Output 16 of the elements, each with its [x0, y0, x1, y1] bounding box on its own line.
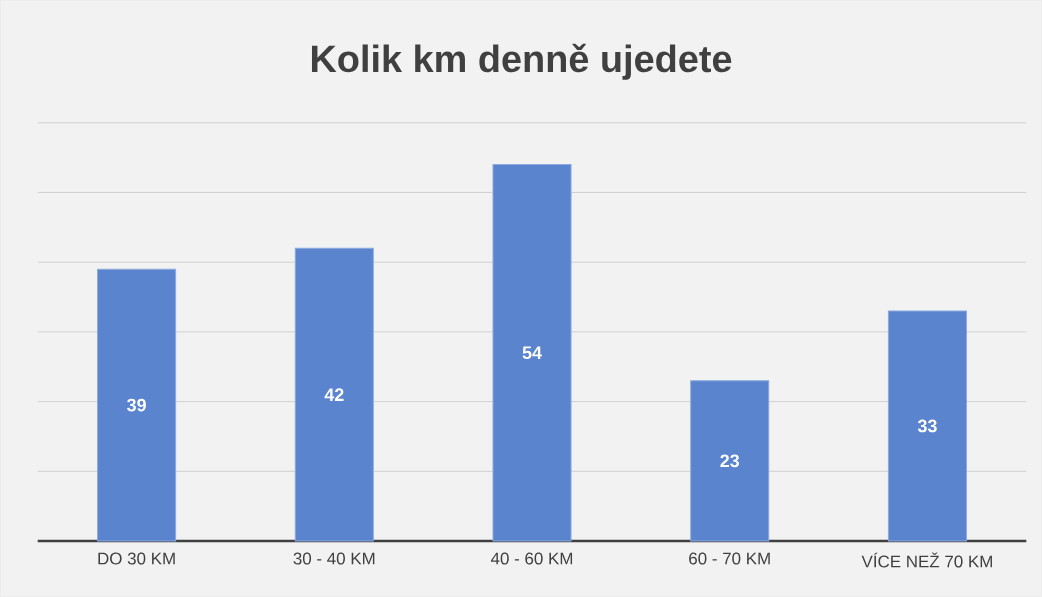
bar — [887, 310, 967, 542]
x-tick-label: VÍCE NEŽ 70 KM — [861, 552, 992, 568]
bar — [492, 164, 572, 542]
x-tick-label: 60 - 70 KM — [689, 552, 770, 565]
bar — [690, 380, 770, 542]
data-label: 39 — [127, 398, 146, 412]
x-tick-label: 30 - 40 KM — [293, 552, 375, 565]
data-label: 54 — [522, 346, 542, 360]
bar — [97, 268, 177, 542]
data-label: 23 — [720, 454, 740, 468]
data-label: 42 — [324, 388, 344, 402]
data-label: 33 — [917, 419, 937, 433]
x-tick-label: DO 30 KM — [98, 552, 175, 565]
chart-title: Kolik km denně ujedete — [311, 43, 732, 80]
x-tick-label: 40 - 60 KM — [490, 552, 573, 565]
bar — [294, 247, 374, 542]
